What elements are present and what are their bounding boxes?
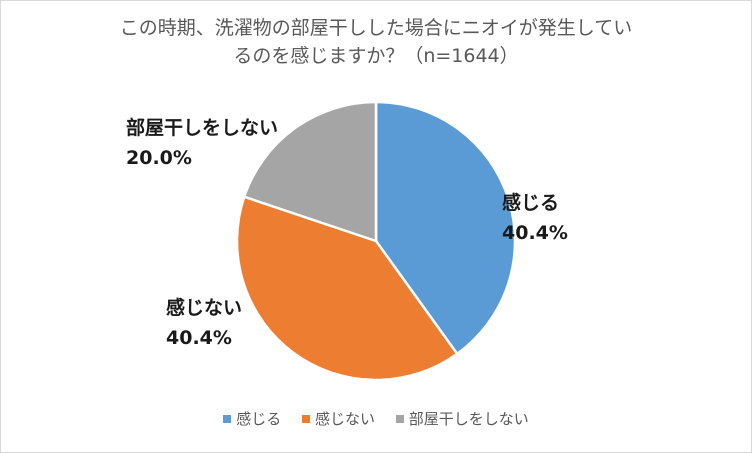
legend-swatch-kanjinai — [301, 415, 310, 423]
slice-label-heyaboshi-shinai-name: 部屋干しをしない — [126, 117, 279, 139]
slice-label-kanjinai-name: 感じない — [166, 297, 243, 319]
legend-swatch-heyaboshi-shinai — [395, 415, 404, 423]
chart-title-line-2: るのを感じますか？（n=1644） — [233, 45, 519, 67]
legend-label-kanjiru: 感じる — [236, 410, 282, 428]
pie-slices — [235, 100, 517, 382]
pie-slice-kanjiru — [374, 100, 517, 356]
legend-item-heyaboshi-shinai: 部屋干しをしない — [395, 408, 529, 429]
pie-slice-heyaboshi-shinai — [242, 100, 378, 243]
slice-label-heyaboshi-shinai-value: 20.0% — [126, 147, 192, 169]
pie-slice-kanjinai — [235, 195, 459, 382]
chart-title-line-1: この時期、洗濯物の部屋干しした場合にニオイが発生してい — [119, 17, 633, 39]
legend-swatch-kanjiru — [223, 415, 232, 423]
slice-label-kanjiru-value: 40.4% — [502, 222, 568, 244]
legend-label-heyaboshi-shinai: 部屋干しをしない — [408, 410, 529, 428]
slice-label-kanjinai-value: 40.4% — [166, 327, 232, 349]
slice-label-kanjinai: 感じない 40.4% — [166, 293, 242, 353]
chart-legend: 感じる 感じない 部屋干しをしない — [0, 408, 752, 429]
slice-label-kanjiru-name: 感じる — [502, 192, 560, 214]
legend-item-kanjiru: 感じる — [223, 408, 281, 429]
slice-label-heyaboshi-shinai: 部屋干しをしない 20.0% — [126, 113, 278, 173]
legend-label-kanjinai: 感じない — [314, 410, 375, 428]
chart-title: この時期、洗濯物の部屋干しした場合にニオイが発生してい るのを感じますか？（n=… — [60, 14, 692, 70]
legend-item-kanjinai: 感じない — [301, 408, 375, 429]
slice-label-kanjiru: 感じる 40.4% — [502, 188, 568, 248]
